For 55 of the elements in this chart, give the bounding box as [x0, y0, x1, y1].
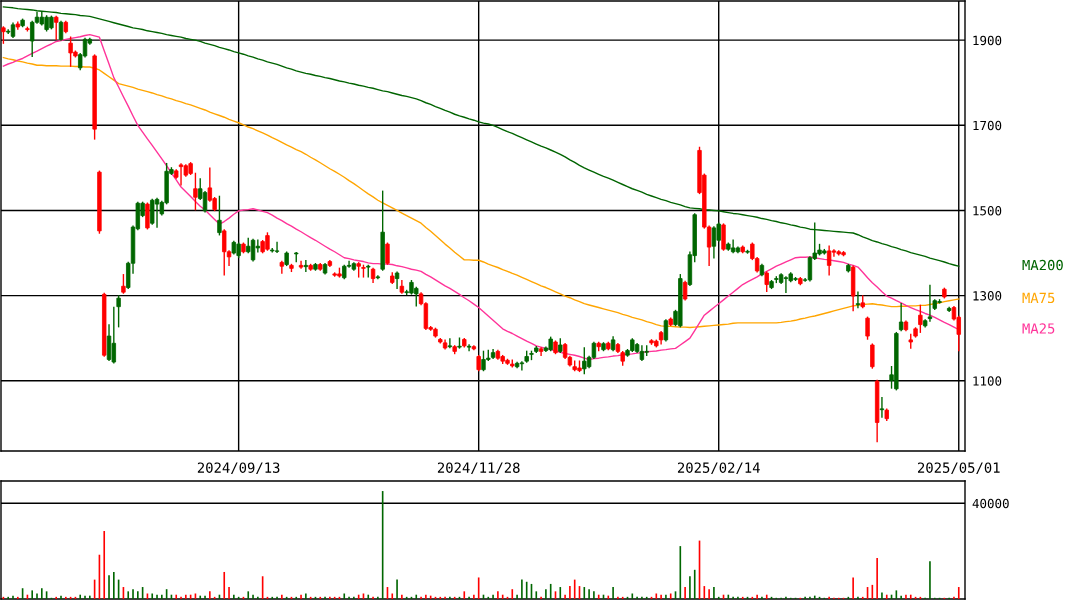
x-tick-label: 2025/05/01 [917, 462, 1000, 475]
candlestick [394, 271, 400, 290]
candlestick [145, 202, 150, 230]
candlestick [54, 15, 59, 41]
candlestick [663, 319, 669, 342]
candlestick [279, 260, 285, 274]
candlestick [764, 271, 769, 293]
candlestick [447, 338, 453, 349]
x-tick-label: 2024/09/13 [197, 462, 280, 475]
text: MA25 [1022, 323, 1055, 334]
y-tick-label: 1100 [973, 376, 1002, 386]
candlestick [250, 238, 256, 262]
candlestick [303, 260, 309, 273]
x-tick-label: 2024/11/28 [437, 462, 520, 475]
candlestick [711, 226, 717, 259]
text: MA75 [1022, 292, 1055, 304]
candlestick [898, 303, 904, 332]
candlestick [783, 276, 789, 293]
candlestick [855, 291, 861, 309]
candlestick [154, 197, 160, 228]
y-tick-label: 1300 [973, 291, 1002, 301]
candlestick [538, 347, 544, 356]
line-series [2, 56, 960, 329]
candlestick [870, 343, 875, 369]
text: MA200 [1022, 259, 1063, 271]
candlestick [730, 239, 736, 254]
candlestick [58, 20, 64, 41]
candlestick [111, 306, 117, 364]
candlestick [826, 245, 832, 276]
candlestick [217, 195, 222, 236]
candlestick [807, 256, 813, 282]
candlestick [682, 280, 688, 301]
candlestick [150, 198, 155, 225]
y-tick-label: 1500 [973, 205, 1002, 216]
candlestick [298, 260, 304, 269]
candlestick [927, 284, 933, 322]
candlestick [466, 344, 472, 352]
y-tick-label: 40000 [972, 498, 1009, 509]
candlestick [375, 275, 381, 280]
x-tick-label: 2025/02/14 [677, 462, 760, 475]
candlestick [274, 241, 280, 253]
candlestick [865, 316, 870, 340]
candlestick [121, 274, 126, 294]
candlestick [918, 304, 923, 333]
candlestick [202, 191, 208, 213]
y-tick-label: 1700 [973, 120, 1002, 131]
candlestick [385, 242, 390, 265]
candlestick [222, 229, 227, 276]
y-tick-label: 1900 [973, 35, 1002, 46]
candlestick [106, 324, 112, 362]
candlestick [193, 172, 198, 211]
candlestick [178, 163, 184, 186]
candlestick [116, 295, 121, 328]
candlestick [879, 397, 885, 418]
line-series [2, 6, 960, 267]
